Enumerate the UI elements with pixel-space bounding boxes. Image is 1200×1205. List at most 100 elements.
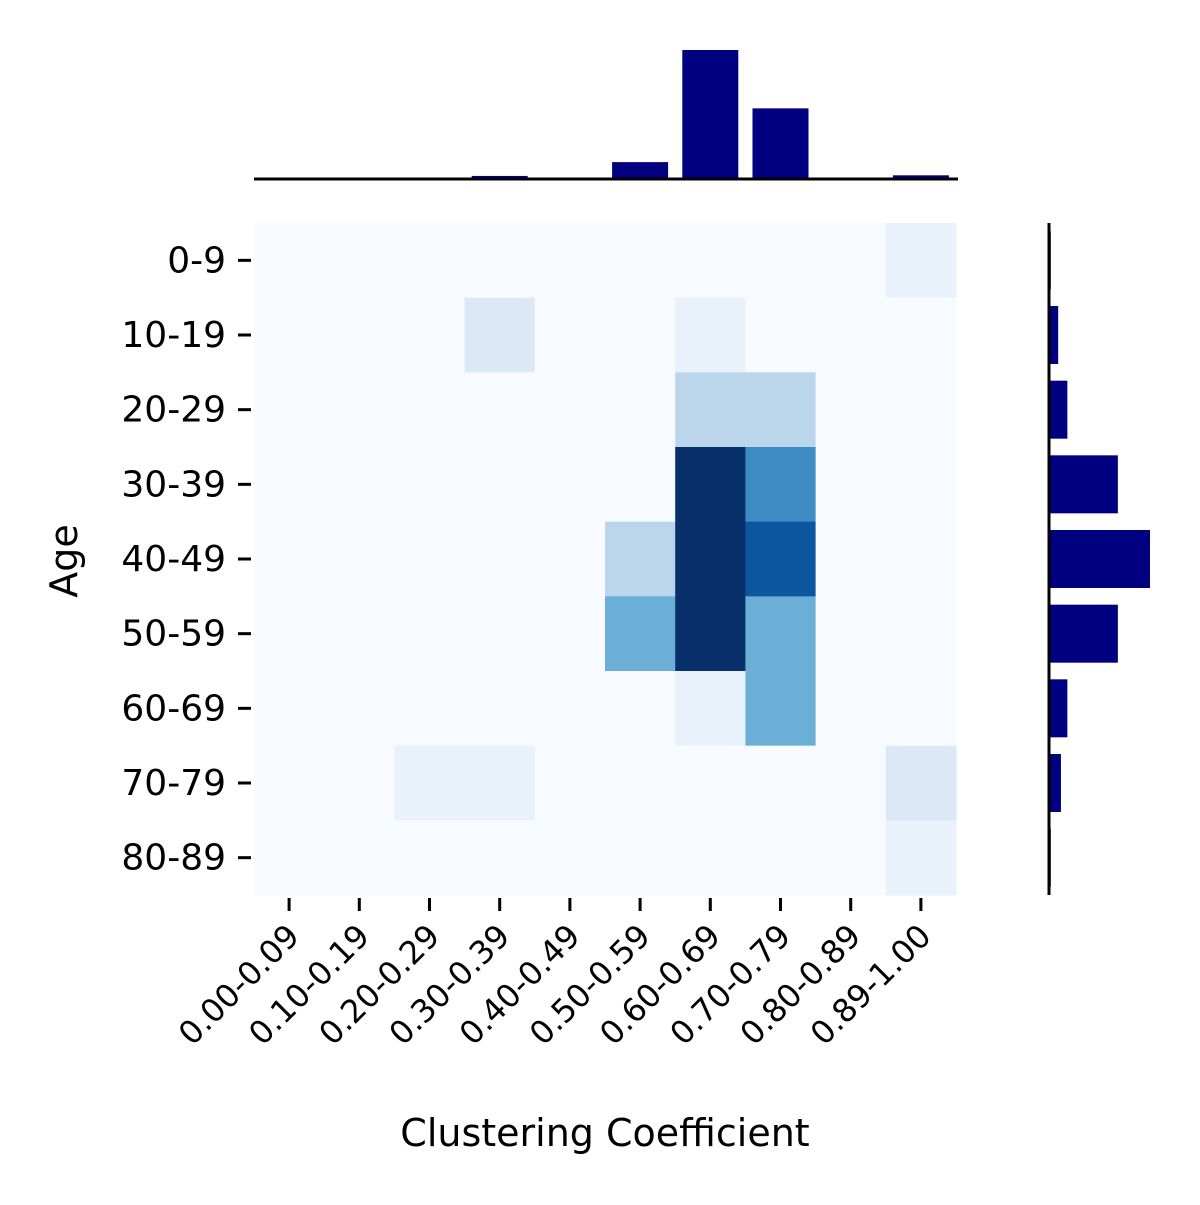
heatmap-cell [324, 820, 395, 896]
heatmap-cell [464, 297, 536, 373]
heatmap-cell [815, 447, 887, 523]
y-tick-label: 70-79 [121, 763, 226, 804]
heatmap-cell [464, 447, 536, 523]
heatmap-cell [464, 671, 536, 747]
heatmap-cell [534, 223, 606, 299]
heatmap-cell [885, 745, 957, 821]
heatmap-cell [254, 372, 325, 448]
y-tick-label: 50-59 [121, 614, 226, 655]
heatmap-cell [254, 447, 325, 523]
heatmap-cell [605, 596, 676, 672]
heatmap-cell [815, 372, 887, 448]
heatmap-cell [324, 223, 395, 299]
heatmap-cell [745, 820, 817, 896]
top-marginal-bar [612, 162, 669, 179]
right-marginal-bar [1049, 679, 1068, 738]
heatmap-cell [675, 297, 746, 373]
heatmap-cell [815, 521, 887, 597]
heatmap-cell [745, 372, 817, 448]
heatmap-cell [534, 447, 606, 523]
heatmap-cell [885, 596, 957, 672]
heatmap-cell [464, 820, 536, 896]
y-tick-label: 10-19 [121, 315, 226, 356]
heatmap-cell [745, 596, 817, 672]
heatmap-cell [534, 596, 606, 672]
heatmap-cell [675, 820, 746, 896]
heatmap-cell [605, 447, 676, 523]
heatmap-cell [885, 820, 957, 896]
y-tick-label: 30-39 [121, 464, 226, 505]
heatmap-cell [675, 521, 746, 597]
heatmap-cell [745, 521, 817, 597]
heatmap-cell [885, 223, 957, 299]
heatmap-cell [464, 596, 536, 672]
heatmap-cell [254, 297, 325, 373]
right-marginal-bar [1049, 380, 1068, 439]
heatmap-cell [254, 671, 325, 747]
heatmap-cell [885, 447, 957, 523]
right-marginal-histogram [1047, 223, 1150, 895]
heatmap-cell [324, 372, 395, 448]
heatmap-cell [815, 745, 887, 821]
heatmap-cell [605, 820, 676, 896]
heatmap-cell [605, 372, 676, 448]
heatmap-cell [394, 447, 466, 523]
heatmap-cell [324, 447, 395, 523]
heatmap-cell [324, 745, 395, 821]
top-marginal-histogram [254, 50, 958, 181]
heatmap-cell [324, 596, 395, 672]
heatmap-cell [394, 223, 466, 299]
heatmap-cell [605, 671, 676, 747]
heatmap-cell [394, 820, 466, 896]
heatmap-cell [534, 745, 606, 821]
heatmap-cell [464, 745, 536, 821]
heatmap-cell [464, 223, 536, 299]
top-marginal-bar [892, 175, 949, 179]
heatmap-cell [675, 596, 746, 672]
right-marginal-bar [1049, 455, 1118, 514]
heatmap-cell [464, 372, 536, 448]
x-axis-label: Clustering Coefficient [400, 1111, 809, 1155]
heatmap-cell [745, 745, 817, 821]
heatmap-cell [675, 745, 746, 821]
x-axis: 0.00-0.090.10-0.190.20-0.290.30-0.390.40… [171, 898, 939, 1053]
heatmap-cell [675, 447, 746, 523]
heatmap-cell [534, 372, 606, 448]
heatmap-cell [675, 372, 746, 448]
heatmap-cell [254, 745, 325, 821]
top-marginal-bar [471, 175, 528, 179]
heatmap-cell [815, 671, 887, 747]
heatmap-cell [464, 521, 536, 597]
heatmap-cell [394, 745, 466, 821]
right-marginal-bar [1049, 530, 1150, 588]
y-tick-label: 20-29 [121, 390, 226, 431]
heatmap-cell [324, 297, 395, 373]
heatmap-cell [815, 596, 887, 672]
heatmap-cell [394, 671, 466, 747]
heatmap-cell [675, 671, 746, 747]
heatmap-cell [324, 521, 395, 597]
y-tick-label: 80-89 [121, 838, 226, 879]
heatmap-cell [815, 297, 887, 373]
heatmap-cell [394, 372, 466, 448]
heatmap-cell [605, 521, 676, 597]
y-tick-label: 0-9 [167, 240, 226, 281]
right-marginal-bar [1049, 306, 1059, 364]
right-marginal-bar [1049, 604, 1118, 663]
heatmap-cell [394, 596, 466, 672]
y-tick-label: 40-49 [121, 539, 226, 580]
top-marginal-bar [682, 50, 739, 179]
heatmap-cell [394, 297, 466, 373]
heatmap-cell [815, 820, 887, 896]
heatmap-cell [815, 223, 887, 299]
heatmap-cell [745, 223, 817, 299]
heatmap-cell [745, 297, 817, 373]
heatmap-grid [254, 223, 957, 896]
heatmap-cell [394, 521, 466, 597]
heatmap-cell [605, 223, 676, 299]
y-axis-label: Age [42, 524, 86, 598]
y-tick-label: 60-69 [121, 688, 226, 729]
heatmap-cell [885, 671, 957, 747]
